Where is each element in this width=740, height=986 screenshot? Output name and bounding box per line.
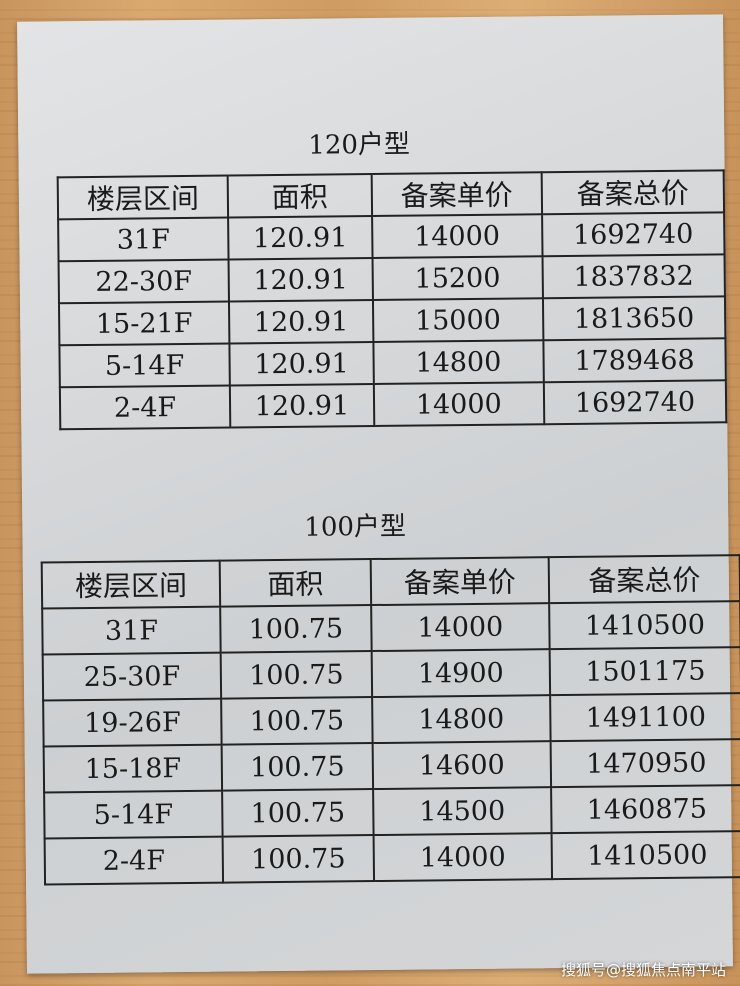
table-cell: 14800: [373, 340, 544, 385]
table-row: 2-4F 100.75 14000 1410500: [44, 831, 740, 885]
table-cell: 14000: [371, 214, 543, 259]
table-cell: 1837832: [542, 254, 725, 299]
table-cell: 1501175: [549, 647, 740, 696]
price-table-100: 楼层区间 面积 备案单价 备案总价 31F 100.75 14000 1410500 25-30…: [41, 554, 740, 885]
column-header: 备案单价: [370, 557, 550, 606]
table-cell: 1813650: [542, 296, 726, 341]
table-cell: 100.75: [221, 743, 373, 791]
header-row: 楼层区间 面积 备案单价 备案总价: [41, 555, 740, 609]
column-header: 楼层区间: [57, 175, 229, 220]
table-cell: 120.91: [229, 384, 375, 428]
table-row: 22-30F 120.91 15200 1837832: [58, 254, 725, 304]
column-header: 面积: [219, 559, 372, 607]
table-row: 25-30F 100.75 14900 1501175: [42, 647, 740, 701]
table-cell: 100.75: [220, 651, 372, 699]
table-cell: 1692740: [543, 380, 727, 425]
table-cell: 5-14F: [59, 343, 230, 388]
table-cell: 1470950: [550, 739, 740, 788]
table-cell: 14900: [371, 649, 551, 698]
table-cell: 100.75: [221, 697, 373, 745]
table-title-100: 100户型: [304, 511, 407, 543]
table-title-120: 120户型: [308, 129, 411, 161]
table-cell: 15-21F: [58, 301, 230, 346]
table-cell: 100.75: [222, 835, 374, 883]
table-cell: 2-4F: [44, 836, 224, 885]
table-cell: 25-30F: [42, 652, 222, 701]
table-cell: 15200: [372, 256, 543, 301]
table-cell: 14000: [373, 833, 553, 882]
table-row: 31F 100.75 14000 1410500: [42, 601, 740, 655]
table-cell: 1410500: [549, 601, 740, 650]
table-cell: 14600: [372, 741, 552, 790]
column-header: 备案总价: [548, 555, 740, 604]
table-cell: 14000: [371, 603, 550, 652]
column-header: 面积: [227, 174, 372, 218]
table-cell: 22-30F: [58, 259, 229, 304]
table-row: 2-4F 120.91 14000 1692740: [59, 380, 727, 430]
table-row: 5-14F 120.91 14800 1789468: [59, 338, 726, 388]
table-cell: 15000: [372, 298, 544, 343]
table-cell: 1491100: [550, 693, 740, 742]
table-cell: 15-18F: [43, 744, 223, 793]
table-cell: 120.91: [228, 216, 373, 260]
table-row: 19-26F 100.75 14800 1491100: [43, 693, 740, 747]
price-table-120: 楼层区间 面积 备案单价 备案总价 31F 120.91 14000 1692740 22-30…: [57, 169, 728, 430]
table-cell: 31F: [58, 217, 229, 262]
column-header: 备案总价: [541, 170, 725, 215]
table-row: 5-14F 100.75 14500 1460875: [44, 785, 740, 839]
table-cell: 1410500: [551, 831, 740, 880]
table-cell: 100.75: [220, 605, 372, 653]
table-cell: 5-14F: [44, 790, 223, 839]
table-cell: 31F: [42, 606, 221, 655]
table-cell: 1789468: [543, 338, 726, 383]
table-cell: 14500: [372, 787, 552, 836]
table-cell: 120.91: [229, 342, 374, 386]
table-cell: 120.91: [228, 258, 373, 302]
table-row: 15-18F 100.75 14600 1470950: [43, 739, 740, 793]
table-cell: 19-26F: [43, 698, 222, 747]
table-cell: 120.91: [228, 300, 374, 344]
table-row: 15-21F 120.91 15000 1813650: [58, 296, 726, 346]
header-row: 楼层区间 面积 备案单价 备案总价: [57, 170, 725, 220]
table-row: 31F 120.91 14000 1692740: [58, 212, 725, 262]
column-header: 楼层区间: [41, 560, 221, 609]
table-cell: 100.75: [222, 789, 374, 837]
column-header: 备案单价: [371, 172, 542, 217]
table-cell: 1460875: [551, 785, 740, 834]
paper-sheet: 120户型 楼层区间 面积 备案单价 备案总价 31F 120.91 14000 169274…: [17, 14, 740, 974]
table-cell: 14800: [371, 695, 551, 744]
table-cell: 2-4F: [59, 385, 231, 430]
watermark: 搜狐号@搜狐焦点南平站: [560, 961, 726, 979]
table-cell: 1692740: [541, 212, 725, 257]
table-cell: 14000: [373, 382, 545, 427]
